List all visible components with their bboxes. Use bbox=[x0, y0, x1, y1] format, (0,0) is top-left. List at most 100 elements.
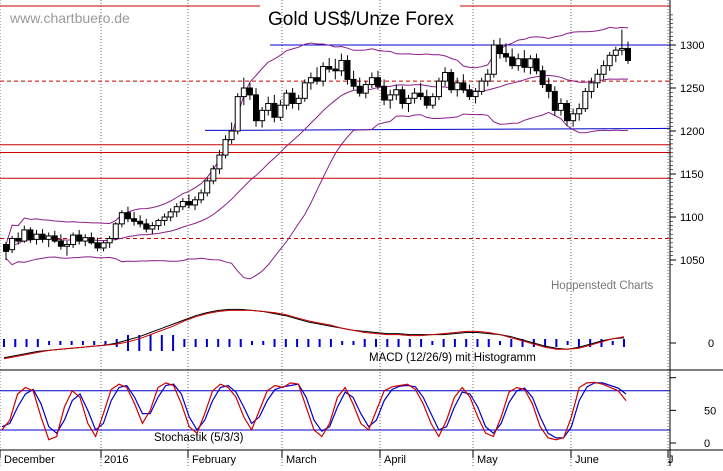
candle-body bbox=[527, 58, 534, 68]
macd-hist-bar bbox=[487, 339, 490, 347]
candle-body bbox=[57, 240, 64, 247]
candle-body bbox=[509, 56, 516, 67]
candle-body bbox=[21, 229, 28, 242]
macd-hist-bar bbox=[217, 339, 220, 347]
macd-hist-bar bbox=[611, 341, 614, 345]
stoch-y-tick-label: 0 bbox=[704, 438, 710, 450]
y-tick-label: 1250 bbox=[680, 83, 704, 95]
macd-hist-bar bbox=[476, 339, 479, 347]
macd-hist-bar bbox=[296, 339, 299, 347]
candles-layer bbox=[3, 29, 631, 260]
macd-hist-bar bbox=[318, 339, 321, 347]
candle-body bbox=[368, 77, 375, 86]
macd-hist-bar bbox=[499, 341, 501, 345]
candle-body bbox=[344, 59, 351, 80]
candle-body bbox=[533, 58, 540, 72]
candle-body bbox=[557, 102, 564, 111]
candle-body bbox=[94, 242, 101, 249]
candle-body bbox=[405, 97, 412, 104]
stoch-k-line bbox=[1, 381, 627, 441]
candle-body bbox=[606, 54, 613, 67]
macd-hist-bar bbox=[262, 341, 265, 345]
candle-body bbox=[576, 108, 583, 115]
candle-body bbox=[45, 235, 52, 240]
candle-body bbox=[137, 220, 144, 225]
candle-body bbox=[234, 96, 241, 132]
x-tick-label: June bbox=[575, 454, 599, 466]
x-tick-label: March bbox=[286, 454, 317, 466]
candle-body bbox=[515, 58, 522, 67]
candle-body bbox=[76, 234, 83, 242]
candle-body bbox=[179, 201, 186, 208]
candle-body bbox=[70, 234, 77, 246]
candle-body bbox=[503, 53, 510, 58]
macd-hist-bar bbox=[205, 339, 208, 347]
macd-hist-bar bbox=[566, 341, 569, 345]
candle-body bbox=[82, 237, 89, 242]
candle-body bbox=[246, 87, 253, 96]
candle-body bbox=[539, 70, 546, 86]
credit-label: Hoppenstedt Charts bbox=[551, 280, 654, 292]
macd-hist-bar bbox=[138, 335, 141, 351]
candle-body bbox=[33, 233, 40, 240]
macd-hist-bar bbox=[70, 341, 73, 345]
macd-hist-bar bbox=[149, 335, 152, 351]
trend-line bbox=[204, 127, 671, 131]
y-tick-label: 1100 bbox=[680, 212, 704, 224]
macd-hist-bar bbox=[81, 341, 84, 345]
x-tick-label: February bbox=[192, 454, 237, 466]
candle-body bbox=[131, 218, 138, 222]
macd-hist-bar bbox=[25, 339, 28, 347]
candle-body bbox=[460, 82, 467, 91]
x-tick-label: December bbox=[4, 454, 55, 466]
macd-hist-bar bbox=[408, 339, 411, 347]
candle-body bbox=[88, 237, 95, 244]
candle-body bbox=[289, 92, 296, 104]
macd-hist-bar bbox=[127, 335, 129, 351]
candle-body bbox=[478, 80, 485, 92]
stochastic-layer bbox=[0, 381, 670, 441]
macd-hist-bar bbox=[352, 341, 355, 345]
candle-body bbox=[198, 192, 205, 201]
candle-body bbox=[393, 89, 400, 96]
candle-body bbox=[100, 242, 107, 249]
candle-body bbox=[356, 85, 363, 94]
macd-hist-bar bbox=[363, 339, 366, 347]
macd-hist-bar bbox=[589, 339, 592, 347]
candle-body bbox=[411, 92, 418, 99]
macd-hist-bar bbox=[555, 339, 558, 347]
candle-body bbox=[588, 82, 595, 92]
candle-body bbox=[466, 89, 473, 98]
candle-body bbox=[295, 97, 302, 104]
candle-body bbox=[448, 72, 455, 91]
macd-hist-bar bbox=[329, 339, 332, 347]
candle-body bbox=[106, 238, 113, 244]
macd-hist-bar bbox=[341, 341, 344, 345]
macd-hist-bar bbox=[36, 339, 39, 347]
macd-hist-bar bbox=[273, 339, 276, 347]
macd-hist-bar bbox=[544, 339, 547, 347]
candle-body bbox=[326, 66, 333, 70]
macd-hist-bar bbox=[375, 339, 377, 347]
candle-body bbox=[27, 229, 34, 240]
candle-body bbox=[387, 94, 394, 101]
candle-body bbox=[332, 68, 339, 72]
candle-body bbox=[51, 235, 58, 242]
candle-body bbox=[112, 223, 119, 240]
candle-body bbox=[118, 212, 125, 225]
candle-body bbox=[423, 96, 430, 106]
candle-body bbox=[350, 78, 357, 87]
candle-body bbox=[143, 223, 150, 230]
macd-hist-bar bbox=[600, 339, 603, 347]
candle-body bbox=[39, 233, 46, 240]
stochastic-label: Stochastik (5/3/3) bbox=[154, 432, 244, 444]
candle-body bbox=[564, 102, 571, 122]
macd-hist-bar bbox=[453, 339, 456, 347]
candle-body bbox=[192, 199, 199, 206]
candle-body bbox=[417, 92, 424, 98]
macd-hist-bar bbox=[48, 341, 51, 345]
candle-body bbox=[521, 58, 528, 68]
candle-body bbox=[582, 90, 589, 110]
macd-label: MACD (12/26/9) mit Histogramm bbox=[369, 352, 536, 364]
